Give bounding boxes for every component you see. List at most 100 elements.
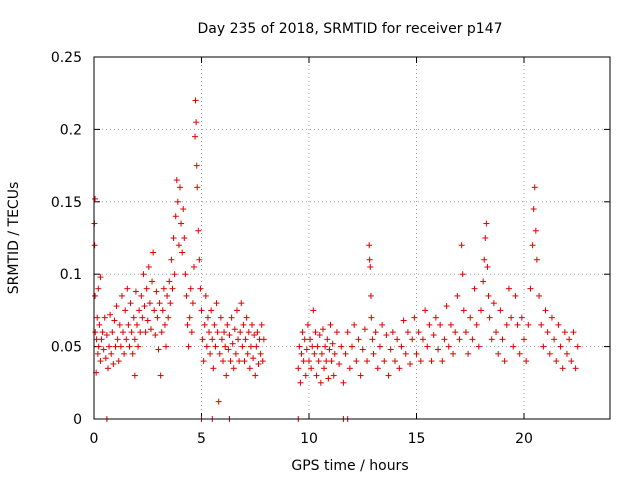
data-point bbox=[488, 336, 495, 343]
data-point bbox=[467, 314, 474, 321]
data-point bbox=[546, 350, 553, 357]
x-tick-label: 15 bbox=[408, 431, 426, 447]
data-point bbox=[376, 343, 383, 350]
data-point bbox=[159, 307, 166, 314]
data-point bbox=[452, 329, 459, 336]
data-point bbox=[241, 358, 248, 365]
data-point bbox=[351, 321, 358, 328]
data-point bbox=[435, 346, 441, 353]
data-point bbox=[366, 256, 373, 263]
data-point bbox=[409, 336, 416, 343]
data-point bbox=[117, 343, 124, 350]
data-point bbox=[572, 365, 579, 372]
data-point bbox=[473, 321, 480, 328]
data-point bbox=[194, 184, 201, 191]
data-point bbox=[240, 321, 247, 328]
data-point bbox=[486, 314, 493, 321]
data-point bbox=[306, 358, 312, 365]
data-point bbox=[259, 358, 266, 365]
data-point bbox=[187, 285, 194, 292]
data-point bbox=[229, 340, 236, 347]
data-point bbox=[142, 329, 149, 336]
data-point bbox=[359, 346, 366, 353]
data-point bbox=[112, 343, 119, 350]
data-point bbox=[450, 350, 457, 357]
data-point bbox=[95, 343, 102, 350]
grid-lines bbox=[94, 57, 610, 419]
data-point bbox=[346, 365, 353, 372]
data-point bbox=[123, 336, 130, 343]
data-point bbox=[226, 332, 233, 339]
data-point bbox=[299, 329, 306, 336]
data-point bbox=[553, 358, 560, 365]
data-point bbox=[501, 358, 508, 365]
y-axis-label: SRMTID / TECUs bbox=[6, 182, 22, 295]
data-point bbox=[181, 235, 188, 241]
data-point bbox=[140, 271, 147, 278]
data-point bbox=[92, 329, 99, 336]
data-point bbox=[527, 285, 534, 292]
data-point bbox=[481, 256, 488, 263]
y-tick-label: 0.15 bbox=[51, 195, 82, 211]
data-point bbox=[366, 242, 373, 249]
data-point bbox=[493, 329, 500, 336]
data-point bbox=[301, 336, 308, 343]
data-point bbox=[327, 321, 334, 328]
data-point bbox=[215, 398, 222, 405]
data-point bbox=[163, 343, 170, 350]
data-point bbox=[471, 285, 478, 292]
data-point bbox=[180, 206, 187, 213]
data-point bbox=[313, 372, 320, 379]
data-point bbox=[300, 358, 307, 365]
data-point bbox=[197, 285, 204, 292]
data-point bbox=[95, 285, 102, 292]
data-point bbox=[331, 350, 338, 357]
data-point bbox=[253, 343, 260, 350]
data-point bbox=[196, 256, 203, 263]
data-point bbox=[317, 379, 324, 386]
data-point bbox=[204, 314, 211, 321]
x-tick-label: 0 bbox=[90, 431, 99, 447]
data-point bbox=[221, 329, 228, 336]
data-point bbox=[385, 372, 392, 379]
data-point bbox=[319, 326, 326, 333]
data-point bbox=[220, 358, 226, 365]
data-point bbox=[97, 274, 104, 281]
data-points bbox=[91, 97, 581, 422]
data-point bbox=[156, 300, 163, 307]
data-point bbox=[143, 285, 150, 292]
data-point bbox=[570, 329, 577, 336]
data-point bbox=[154, 314, 161, 321]
data-point bbox=[152, 332, 159, 339]
data-point bbox=[340, 379, 347, 386]
data-point bbox=[227, 358, 234, 365]
data-point bbox=[170, 235, 177, 241]
data-point bbox=[536, 292, 543, 299]
y-tick-label: 0.25 bbox=[51, 50, 82, 66]
data-point bbox=[392, 358, 398, 365]
data-point bbox=[136, 307, 143, 314]
data-point bbox=[92, 292, 99, 299]
data-point bbox=[490, 300, 497, 307]
data-point bbox=[568, 358, 575, 365]
data-point bbox=[212, 343, 219, 350]
data-point bbox=[307, 336, 314, 343]
data-point bbox=[258, 321, 265, 328]
data-point bbox=[456, 336, 463, 343]
data-point bbox=[441, 336, 448, 343]
data-point bbox=[344, 329, 351, 336]
data-point bbox=[564, 350, 570, 357]
data-point bbox=[465, 350, 472, 357]
data-point bbox=[462, 329, 469, 336]
data-point bbox=[113, 303, 120, 310]
data-point bbox=[424, 343, 431, 350]
data-point bbox=[559, 365, 566, 372]
data-point bbox=[125, 321, 132, 328]
data-point bbox=[349, 343, 355, 350]
data-point bbox=[157, 372, 164, 379]
data-point bbox=[321, 365, 328, 372]
data-point bbox=[167, 300, 174, 307]
data-point bbox=[432, 314, 439, 321]
data-point bbox=[128, 329, 135, 336]
data-point bbox=[459, 271, 466, 278]
